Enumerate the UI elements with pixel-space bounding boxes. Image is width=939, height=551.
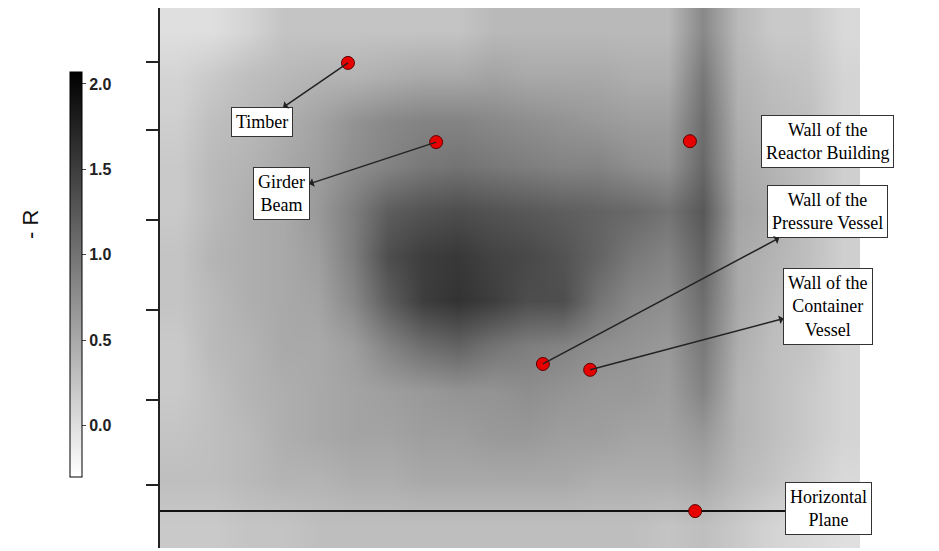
svg-text:Timber: Timber bbox=[236, 112, 288, 132]
svg-text:2.0: 2.0 bbox=[89, 76, 111, 93]
svg-text:Wall of theReactor Building: Wall of theReactor Building bbox=[766, 120, 889, 163]
svg-text:1.0: 1.0 bbox=[89, 246, 111, 263]
svg-text:- R: - R bbox=[18, 210, 43, 239]
svg-text:Wall of theContainerVessel: Wall of theContainerVessel bbox=[788, 273, 868, 340]
svg-text:0.5: 0.5 bbox=[89, 332, 111, 349]
svg-text:0.0: 0.0 bbox=[89, 417, 111, 434]
svg-text:HorizontalPlane: HorizontalPlane bbox=[790, 487, 867, 530]
svg-text:Wall of thePressure Vessel: Wall of thePressure Vessel bbox=[772, 190, 883, 233]
svg-text:GirderBeam: GirderBeam bbox=[258, 172, 305, 215]
svg-text:1.5: 1.5 bbox=[89, 161, 111, 178]
